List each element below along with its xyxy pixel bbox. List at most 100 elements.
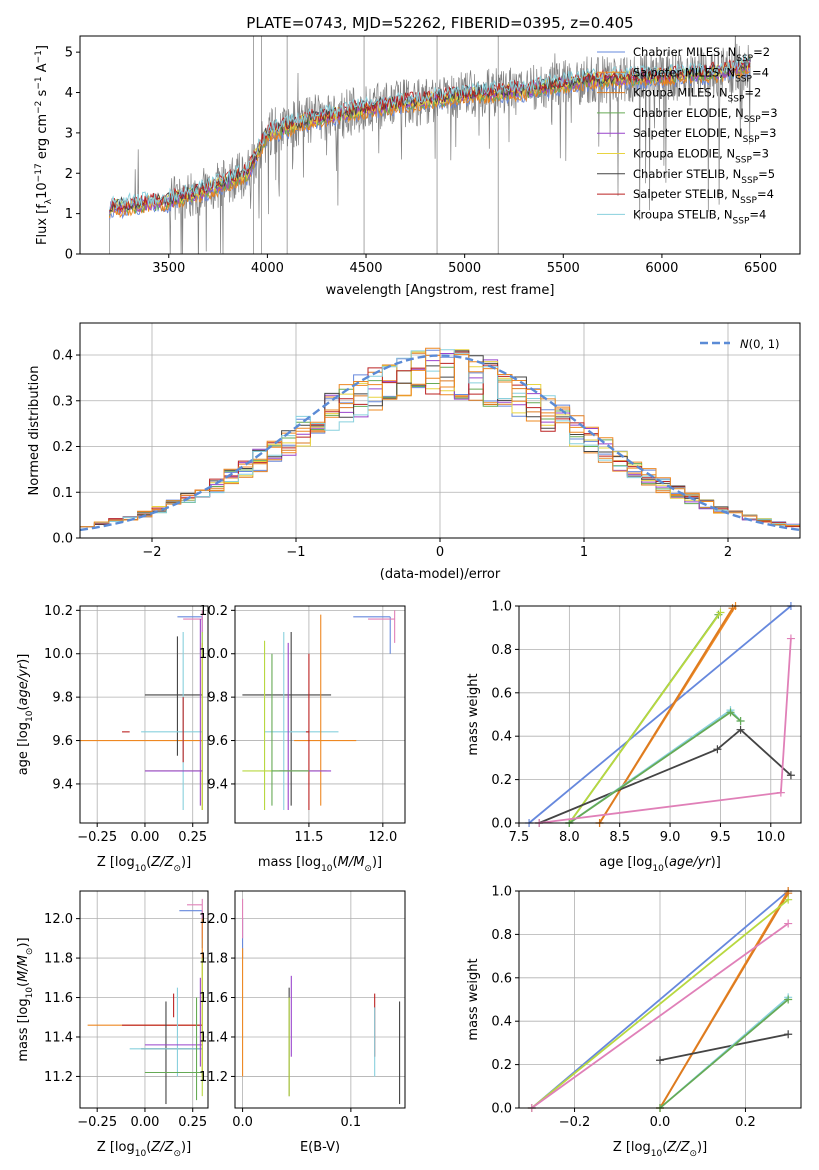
y-axis-label: mass weight [466, 673, 481, 755]
y-tick-label: 10.0 [199, 647, 228, 662]
y-tick-label: 0.8 [491, 928, 512, 943]
legend-entry: Chabrier MILES, NSSP=2 [633, 45, 770, 64]
weight-vs-age-panel: 7.5 8.0 8.5 9.0 9.5 10.0 0.0 0.2 0.4 0.6 0.8 1.0 mas… [466, 600, 802, 874]
x-tick-label: 0.00 [130, 1115, 159, 1130]
y-tick-label: 9.6 [207, 734, 228, 749]
y-tick-label: 0.2 [491, 1058, 512, 1073]
x-tick-label: 9.0 [660, 830, 681, 845]
legend-entry: Salpeter MILES, NSSP=4 [633, 65, 769, 84]
weight-marker [784, 895, 793, 904]
weight-marker [784, 995, 793, 1004]
figure-title: PLATE=0743, MJD=52262, FIBERID=0395, z=0… [246, 14, 633, 32]
model-spectrum [109, 56, 751, 214]
y-tick-label: 0.1 [52, 486, 73, 501]
weight-marker [656, 1056, 664, 1065]
x-tick-label: 4000 [251, 261, 284, 276]
weight-marker [776, 788, 785, 797]
y-axis-label: age [log10(age/yr)] [16, 654, 35, 776]
x-axis-label: Z [log10(Z/Z⊙)] [97, 855, 191, 874]
y-tick-label: 11.4 [44, 1030, 73, 1045]
y-tick-label: 2 [65, 167, 73, 182]
y-tick-label: 0.6 [491, 971, 512, 986]
x-tick-label: 4500 [349, 261, 382, 276]
x-tick-label: −1 [286, 545, 305, 560]
y-tick-label: 0 [65, 248, 73, 263]
weight-series [659, 892, 789, 1109]
y-tick-label: 9.6 [52, 734, 73, 749]
x-tick-label: 0.2 [735, 1115, 756, 1130]
weight-series [659, 1033, 789, 1062]
x-tick-label: 0.25 [178, 830, 207, 845]
y-tick-label: 1.0 [491, 600, 512, 615]
x-tick-label: 9.5 [710, 830, 731, 845]
y-tick-label: 12.0 [199, 912, 228, 927]
y-tick-label: 10.0 [44, 647, 73, 662]
weight-series [538, 638, 792, 824]
weight-marker [786, 634, 795, 643]
x-tick-label: 11.5 [294, 830, 323, 845]
x-tick-label: −0.2 [559, 1115, 591, 1130]
x-tick-label: −0.25 [77, 830, 117, 845]
x-tick-label: 8.5 [609, 830, 630, 845]
x-tick-label: 0.1 [341, 1115, 362, 1130]
normal-curve [80, 354, 800, 532]
legend-entry: Chabrier ELODIE, NSSP=3 [633, 106, 778, 125]
y-tick-label: 1.0 [491, 885, 512, 900]
y-tick-label: 0.2 [52, 440, 73, 455]
x-tick-label: 1 [580, 545, 588, 560]
y-tick-label: 11.6 [199, 991, 228, 1006]
weight-vs-Z-panel: −0.2 0.0 0.2 0.0 0.2 0.4 0.6 0.8 1.0 mass weight Z… [466, 885, 802, 1159]
weight-marker [736, 717, 745, 726]
x-tick-label: 10.0 [756, 830, 785, 845]
x-tick-label: −0.25 [77, 1115, 117, 1130]
y-tick-label: 5 [65, 46, 73, 61]
weight-marker [786, 771, 795, 780]
y-tick-label: 1 [65, 207, 73, 222]
y-tick-label: 0.6 [491, 686, 512, 701]
weight-marker [736, 725, 745, 734]
x-tick-label: 5500 [547, 261, 580, 276]
residuals-panel: −2 −1 0 1 2 0.0 0.1 0.2 0.3 0.4 N(0, 1) (data-model… [27, 322, 801, 582]
x-tick-label: 0.00 [130, 830, 159, 845]
spectrum-panel: 3500 4000 4500 5000 5500 6000 6500 0 1 2 3 4 5 Chabri… [34, 35, 801, 298]
weight-series [659, 998, 789, 1109]
y-tick-label: 0.4 [491, 1015, 512, 1030]
legend-entry: Salpeter ELODIE, NSSP=3 [633, 126, 776, 145]
x-axis-label: mass [log10(M/M⊙)] [258, 855, 382, 874]
y-axis-label: Normed distribution [27, 366, 42, 496]
legend-entry: Kroupa STELIB, NSSP=4 [633, 207, 766, 226]
x-tick-label: 12.0 [368, 830, 397, 845]
y-tick-label: 11.2 [199, 1070, 228, 1085]
y-tick-label: 0.0 [491, 1102, 512, 1117]
legend-entry: Kroupa ELODIE, NSSP=3 [633, 147, 769, 166]
y-tick-label: 11.2 [44, 1070, 73, 1085]
y-tick-label: 10.2 [44, 604, 73, 619]
weight-marker [784, 1030, 793, 1039]
x-axis-label: (data-model)/error [380, 567, 501, 582]
y-tick-label: 11.4 [199, 1030, 228, 1045]
legend-entry: Salpeter STELIB, NSSP=4 [633, 187, 774, 206]
y-tick-label: 9.4 [52, 777, 73, 792]
x-tick-label: 6500 [744, 261, 777, 276]
y-axis-label: Flux [fλ10−17 erg cm−2 s−1 A−1] [34, 45, 54, 245]
y-tick-label: 9.8 [52, 691, 73, 706]
weight-series [531, 890, 789, 1109]
y-tick-label: 0.2 [491, 773, 512, 788]
weight-series [528, 605, 792, 824]
y-tick-label: 4 [65, 86, 73, 101]
weight-marker [726, 708, 735, 717]
x-tick-label: 5000 [448, 261, 481, 276]
legend-entry: Chabrier STELIB, NSSP=5 [633, 167, 775, 186]
model-spectrum [109, 56, 751, 212]
y-tick-label: 10.2 [199, 604, 228, 619]
y-tick-label: 3 [65, 126, 73, 141]
weight-series [531, 922, 789, 1109]
x-axis-label: Z [log10(Z/Z⊙)] [97, 1140, 191, 1159]
weight-marker [713, 745, 722, 754]
y-tick-label: 0.0 [491, 817, 512, 832]
y-tick-label: 9.4 [207, 777, 228, 792]
y-tick-label: 0.8 [491, 643, 512, 658]
weight-marker [716, 608, 725, 617]
